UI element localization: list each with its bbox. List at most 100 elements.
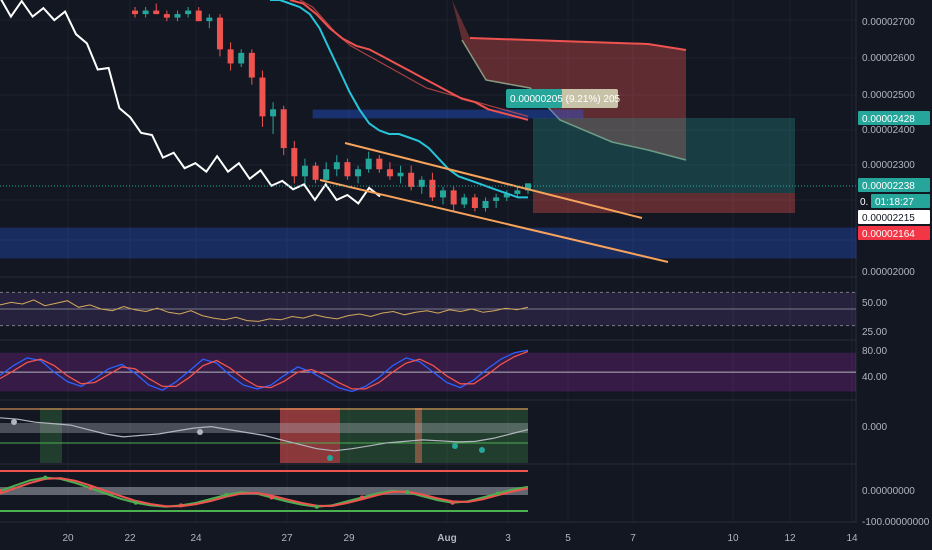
- momentum-dot: [360, 495, 365, 500]
- time-axis-tick: 12: [784, 533, 796, 544]
- stoch-d-line: [0, 350, 529, 390]
- time-axis-tick: 10: [727, 533, 739, 544]
- momentum-dot: [0, 488, 2, 493]
- price-tag-bg: [858, 111, 930, 125]
- momentum-dot: [88, 486, 93, 491]
- momentum-dot: [495, 491, 500, 496]
- rsi-pane[interactable]: [0, 291, 856, 327]
- candle-body: [344, 162, 351, 177]
- price-tag-text: 0.00002215: [862, 213, 915, 224]
- oscillator-zero-band: [0, 423, 528, 433]
- candle-body: [397, 172, 404, 177]
- candle-body: [514, 190, 521, 194]
- countdown-prefix: 0.: [860, 197, 868, 208]
- candle-body: [216, 17, 223, 50]
- momentum-dot: [450, 500, 455, 505]
- cloud-bottom-line: [461, 39, 687, 161]
- candle-body: [259, 77, 266, 117]
- candle-body: [270, 109, 277, 117]
- time-axis-tick: Aug: [437, 533, 456, 544]
- momentum-dot: [43, 475, 48, 480]
- candle-body: [503, 193, 510, 198]
- support-zone[interactable]: [0, 227, 857, 259]
- oscillator-pane[interactable]: [0, 408, 529, 463]
- time-axis-tick: 29: [343, 533, 355, 544]
- momentum-dot: [179, 503, 184, 508]
- momentum-zero-band: [0, 487, 528, 495]
- candle-body: [291, 148, 298, 177]
- oscillator-highlight: [415, 408, 422, 463]
- indicator-axis-tick: 0.00000000: [862, 486, 915, 497]
- candle-body: [227, 49, 234, 64]
- candle-body: [142, 10, 149, 15]
- candle-body: [376, 158, 383, 170]
- price-axis-tick: 0.00002000: [862, 267, 915, 278]
- candle-body: [185, 10, 192, 15]
- momentum-fast-line: [0, 476, 529, 508]
- price-tag-bg: [871, 194, 930, 208]
- candle-body: [450, 190, 457, 205]
- candle-body: [132, 10, 138, 15]
- price-tag-text: 01:18:27: [875, 197, 914, 208]
- grid: [0, 0, 932, 523]
- candle-body: [440, 190, 447, 198]
- price-tag-text: 0.00002428: [862, 114, 915, 125]
- candle-body: [386, 169, 393, 177]
- position-tooltip[interactable]: 0.00000205 (9.21%) 205: [506, 89, 621, 108]
- momentum-dot: [314, 504, 319, 509]
- candlestick-series: [132, 3, 531, 212]
- candle-body: [525, 183, 531, 191]
- oscillator-highlight: [280, 408, 340, 463]
- channel-upper-trendline[interactable]: [344, 142, 643, 219]
- momentum-dot: [405, 490, 410, 495]
- candle-body: [323, 169, 330, 180]
- price-pane[interactable]: 0.00000205 (9.21%) 205: [0, 0, 857, 263]
- indicator-axis-tick: 80.00: [862, 346, 887, 357]
- oscillator-dot: [452, 443, 458, 449]
- oscillator-dot: [11, 419, 17, 425]
- price-tag-bg: [858, 210, 930, 224]
- oscillator-highlight: [340, 408, 528, 463]
- price-axis-tick: 0.00002600: [862, 53, 915, 64]
- time-axis[interactable]: 20 22 24 27 29 Aug 3 5 7 10 12 14: [62, 533, 858, 544]
- candle-body: [355, 169, 362, 177]
- candle-body: [365, 158, 372, 170]
- price-labels: 0.00002428 0.00002238 01:18:27 0.00002215 0.…: [858, 111, 930, 240]
- candle-body: [174, 14, 181, 18]
- long-position-profit-zone[interactable]: [533, 118, 795, 193]
- indicator-axis-tick: 0.000: [862, 422, 887, 433]
- upper-band-line: [289, 0, 529, 121]
- price-axis[interactable]: 0.00002700 0.00002600 0.00002500 0.00002400…: [857, 0, 932, 550]
- price-axis-tick: 0.00002400: [862, 125, 915, 136]
- long-position-loss-zone[interactable]: [533, 193, 795, 213]
- time-axis-tick: 22: [124, 533, 136, 544]
- momentum-dot: [224, 492, 229, 497]
- channel-lower-trendline[interactable]: [319, 179, 669, 263]
- time-axis-tick: 7: [630, 533, 636, 544]
- indicator-axis-tick: 25.00: [862, 327, 887, 338]
- candle-body: [248, 52, 255, 78]
- candle-body: [312, 165, 319, 180]
- oscillator-dot: [327, 455, 333, 461]
- candle-body: [280, 109, 287, 149]
- candle-body: [408, 172, 415, 187]
- comparison-line: [0, 0, 381, 205]
- time-axis-tick: 24: [190, 533, 202, 544]
- indicator-axis-tick: 50.00: [862, 298, 887, 309]
- resistance-zone[interactable]: [312, 109, 584, 119]
- candle-body: [153, 10, 160, 15]
- time-axis-tick: 27: [281, 533, 293, 544]
- stochastic-pane[interactable]: [0, 349, 856, 393]
- momentum-dot: [269, 495, 274, 500]
- rsi-line: [0, 299, 529, 322]
- candle-body: [163, 14, 170, 18]
- momentum-pane[interactable]: [0, 470, 529, 512]
- time-axis-tick: 5: [565, 533, 571, 544]
- price-tag-bg: [858, 178, 930, 192]
- price-tag-text: 0.00002164: [862, 229, 915, 240]
- momentum-dot: [133, 500, 138, 505]
- price-tag-text: 0.00002238: [862, 181, 915, 192]
- price-axis-tick: 0.00002700: [862, 17, 915, 28]
